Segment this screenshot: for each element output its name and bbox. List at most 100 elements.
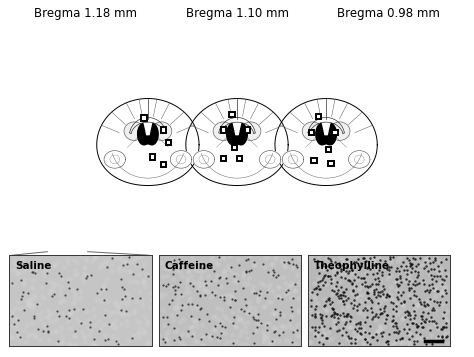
Point bbox=[338, 260, 346, 265]
Point bbox=[82, 256, 89, 262]
Point bbox=[409, 320, 416, 326]
Point bbox=[122, 262, 130, 268]
Point bbox=[331, 273, 339, 278]
Point bbox=[374, 314, 382, 320]
Point bbox=[421, 319, 428, 325]
Point bbox=[91, 342, 99, 348]
Point bbox=[257, 320, 264, 326]
Point bbox=[323, 336, 331, 341]
Point bbox=[41, 272, 48, 278]
Point bbox=[133, 262, 140, 268]
Point bbox=[277, 328, 285, 334]
Point bbox=[421, 258, 428, 264]
Point bbox=[425, 318, 433, 324]
Point bbox=[123, 262, 130, 267]
Point bbox=[363, 289, 371, 295]
Point bbox=[437, 288, 445, 293]
Point bbox=[25, 290, 32, 296]
Point bbox=[399, 340, 406, 346]
Point bbox=[274, 295, 282, 301]
Point bbox=[429, 259, 437, 265]
Point bbox=[65, 307, 73, 313]
Point bbox=[397, 292, 405, 298]
Point bbox=[374, 328, 382, 334]
Point bbox=[114, 309, 121, 315]
Point bbox=[401, 315, 408, 320]
Point bbox=[379, 308, 386, 314]
Point bbox=[399, 303, 407, 308]
Point bbox=[394, 331, 401, 336]
Point bbox=[178, 292, 186, 298]
Point bbox=[308, 312, 316, 318]
Point bbox=[157, 294, 164, 300]
Point bbox=[25, 302, 33, 308]
Point bbox=[163, 273, 171, 279]
Point bbox=[261, 303, 268, 309]
Point bbox=[168, 257, 176, 263]
Point bbox=[118, 276, 125, 282]
Point bbox=[326, 303, 333, 309]
Point bbox=[322, 281, 329, 287]
Point bbox=[344, 324, 352, 330]
Polygon shape bbox=[193, 151, 215, 168]
Point bbox=[260, 332, 267, 337]
Point bbox=[311, 306, 319, 312]
Point bbox=[48, 293, 56, 298]
Point bbox=[333, 312, 341, 317]
Point bbox=[200, 343, 207, 348]
Point bbox=[110, 325, 118, 331]
Point bbox=[102, 287, 109, 292]
Point bbox=[245, 299, 253, 305]
Point bbox=[218, 319, 225, 325]
Point bbox=[322, 255, 330, 261]
Point bbox=[419, 310, 427, 315]
Point bbox=[351, 337, 359, 342]
Point bbox=[64, 260, 72, 266]
Point bbox=[182, 280, 189, 286]
Point bbox=[99, 299, 107, 305]
Point bbox=[130, 310, 137, 316]
Point bbox=[73, 307, 81, 313]
Point bbox=[50, 280, 57, 286]
Point bbox=[54, 341, 61, 347]
Point bbox=[380, 324, 388, 330]
Point bbox=[428, 266, 435, 272]
Point bbox=[347, 340, 355, 346]
Point bbox=[348, 267, 356, 273]
Point bbox=[208, 332, 215, 337]
Point bbox=[386, 259, 393, 265]
Point bbox=[410, 341, 418, 347]
Point bbox=[268, 338, 275, 344]
Point bbox=[173, 300, 181, 306]
Point bbox=[431, 307, 439, 313]
Point bbox=[18, 293, 26, 299]
Point bbox=[318, 312, 326, 318]
Point bbox=[183, 332, 191, 338]
Point bbox=[364, 336, 371, 342]
Point bbox=[132, 253, 139, 259]
Point bbox=[410, 338, 418, 344]
Point bbox=[120, 258, 128, 264]
Point bbox=[70, 306, 77, 311]
Point bbox=[200, 287, 207, 293]
Point bbox=[362, 305, 369, 311]
Point bbox=[361, 336, 368, 342]
Point bbox=[243, 257, 250, 263]
Point bbox=[82, 339, 89, 345]
Point bbox=[163, 332, 170, 338]
Point bbox=[346, 278, 354, 284]
Point bbox=[70, 333, 77, 339]
Point bbox=[173, 312, 181, 318]
Point bbox=[241, 324, 248, 330]
Point bbox=[254, 311, 262, 317]
Point bbox=[17, 296, 25, 302]
Point bbox=[404, 255, 411, 261]
Point bbox=[314, 333, 321, 339]
Point bbox=[354, 256, 361, 262]
Point bbox=[424, 302, 432, 308]
Point bbox=[379, 333, 387, 338]
Point bbox=[439, 284, 447, 290]
Point bbox=[366, 288, 374, 294]
Point bbox=[347, 265, 355, 271]
Point bbox=[438, 335, 446, 340]
